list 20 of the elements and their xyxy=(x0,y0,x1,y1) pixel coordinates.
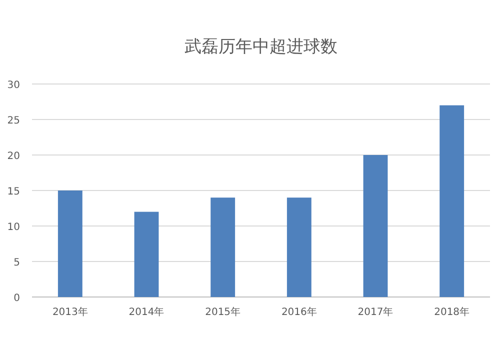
bar xyxy=(286,198,312,297)
y-tick-label: 0 xyxy=(14,293,20,304)
y-tick-label: 20 xyxy=(7,151,20,162)
bar xyxy=(363,155,388,297)
y-tick-label: 30 xyxy=(7,80,20,91)
bar xyxy=(134,212,159,297)
y-tick-label: 10 xyxy=(7,222,20,233)
y-tick-label: 5 xyxy=(14,258,20,268)
y-tick-label: 15 xyxy=(7,186,20,198)
bar xyxy=(440,105,464,297)
x-tick-label: 2017年 xyxy=(358,306,394,318)
y-tick-label: 25 xyxy=(7,116,20,126)
bar xyxy=(210,198,236,297)
x-tick-label: 2016年 xyxy=(281,306,317,318)
bar xyxy=(58,190,82,297)
x-tick-label: 2013年 xyxy=(52,306,88,318)
x-tick-label: 2014年 xyxy=(128,306,164,318)
chart-title: 武磊历年中超进球数 xyxy=(184,37,338,57)
x-tick-label: 2015年 xyxy=(205,306,241,318)
x-tick-label: 2018年 xyxy=(434,306,470,318)
